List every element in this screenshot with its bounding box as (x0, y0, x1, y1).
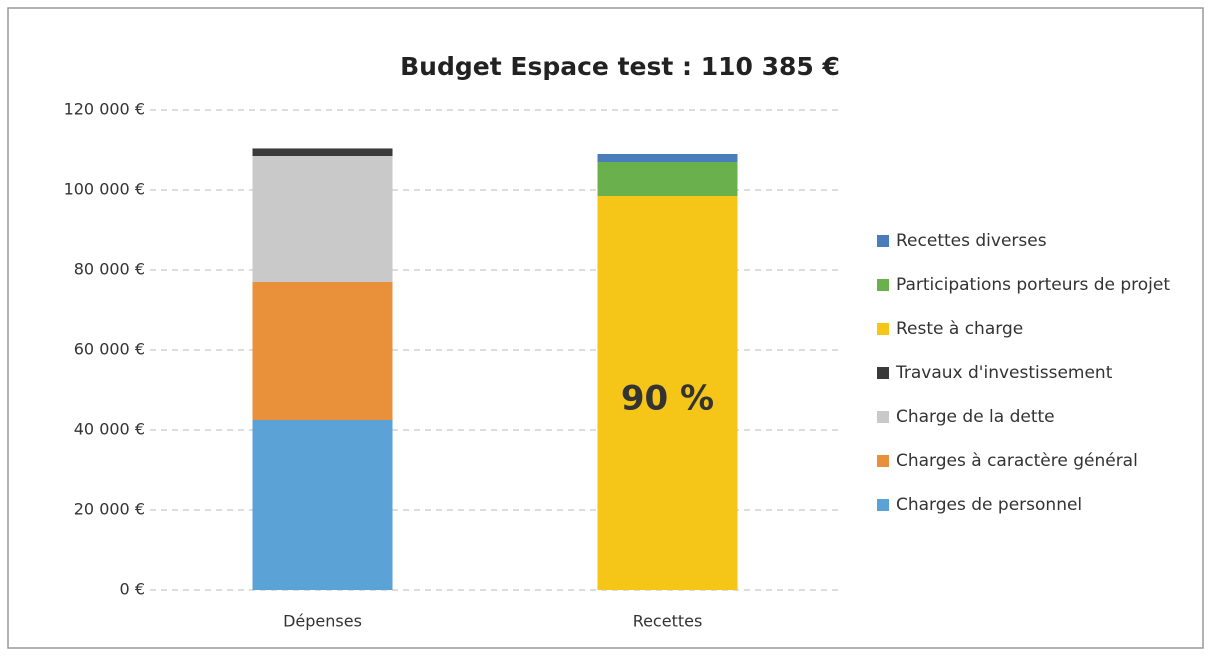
bar-segment (597, 162, 738, 196)
legend-marker (877, 323, 889, 335)
y-tick-label: 40 000 € (74, 420, 145, 439)
bar-segment (597, 196, 738, 590)
bar-segment (597, 154, 738, 162)
y-tick-label: 100 000 € (64, 180, 145, 199)
x-tick-label: Recettes (633, 612, 703, 631)
legend-label: Charges à caractère général (896, 451, 1138, 471)
bar-segment (252, 148, 393, 156)
annotation: 90 % (621, 379, 714, 419)
x-tick-label: Dépenses (283, 612, 362, 631)
legend-label: Recettes diverses (896, 231, 1047, 251)
legend-marker (877, 499, 889, 511)
y-tick-label: 120 000 € (64, 100, 145, 119)
y-tick-label: 60 000 € (74, 340, 145, 359)
y-tick-label: 20 000 € (74, 500, 145, 519)
bar-segment (252, 282, 393, 420)
legend-label: Reste à charge (896, 319, 1023, 339)
bar-segment (252, 420, 393, 590)
bar-segment (252, 156, 393, 282)
y-tick-label: 0 € (120, 580, 145, 599)
legend-label: Travaux d'investissement (895, 363, 1113, 383)
legend-marker (877, 367, 889, 379)
legend-marker (877, 235, 889, 247)
legend-marker (877, 455, 889, 467)
y-tick-label: 80 000 € (74, 260, 145, 279)
legend-marker (877, 411, 889, 423)
legend-label: Charges de personnel (896, 495, 1082, 515)
legend-marker (877, 279, 889, 291)
chart-title: Budget Espace test : 110 385 € (400, 52, 840, 81)
legend-label: Charge de la dette (896, 407, 1055, 427)
legend-label: Participations porteurs de projet (896, 275, 1170, 295)
